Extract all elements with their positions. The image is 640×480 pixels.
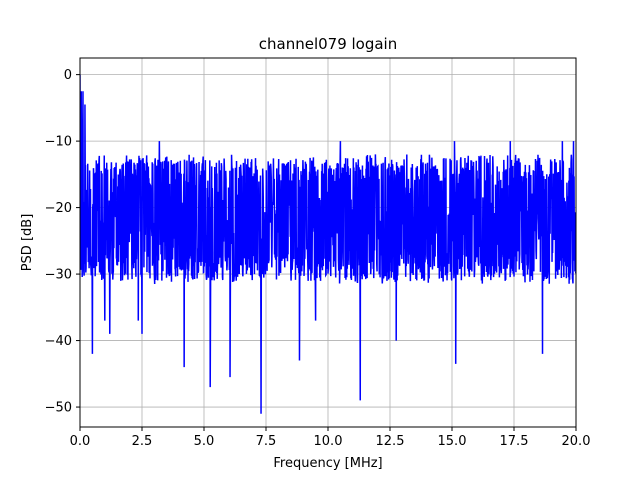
x-tick-label: 7.5: [256, 434, 277, 449]
y-tick-label: −30: [45, 268, 72, 283]
y-tick-label: −50: [45, 401, 72, 416]
x-axis-label: Frequency [MHz]: [273, 456, 382, 471]
y-tick-label: −10: [45, 135, 72, 150]
y-tick-label: −20: [45, 201, 72, 216]
y-axis-label: PSD [dB]: [20, 214, 35, 272]
x-tick-label: 17.5: [500, 434, 529, 449]
x-tick-label: 5.0: [194, 434, 215, 449]
y-tick-label: 0: [64, 68, 72, 83]
x-tick-label: 10.0: [314, 434, 343, 449]
y-axis: 0 −10 −20 −30 −40 −50: [45, 68, 80, 416]
y-tick-label: −40: [45, 334, 72, 349]
x-tick-label: 20.0: [562, 434, 591, 449]
x-tick-label: 15.0: [438, 434, 467, 449]
x-tick-label: 0.0: [70, 434, 91, 449]
psd-series-line: [80, 74, 576, 414]
chart-title: channel079 logain: [259, 35, 398, 53]
x-axis: 0.0 2.5 5.0 7.5 10.0 12.5 15.0 17.5 20.0: [70, 427, 591, 449]
series-layer: [80, 74, 576, 414]
x-tick-label: 12.5: [376, 434, 405, 449]
x-tick-label: 2.5: [132, 434, 153, 449]
